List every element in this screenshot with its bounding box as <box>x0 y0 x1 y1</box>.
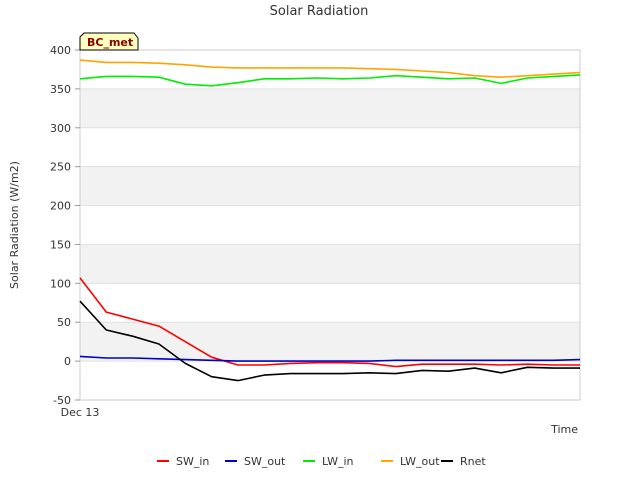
station-badge: BC_met <box>79 32 139 51</box>
series-lines <box>79 59 581 382</box>
y-tick-label: 0 <box>64 355 71 368</box>
series-line-lw-out <box>79 59 581 78</box>
y-tick-label: 200 <box>50 200 71 213</box>
series-line-rnet <box>79 300 580 382</box>
x-axis-label: Time <box>550 423 578 436</box>
series-line-sw-out <box>79 355 581 362</box>
y-axis-ticks: -50 0 50 100 150 200 250 300 350 400 <box>50 44 80 407</box>
y-tick-label: 300 <box>50 122 71 135</box>
y-tick-label: 400 <box>50 44 71 57</box>
legend-label: LW_in <box>322 455 354 468</box>
background-band <box>80 166 580 206</box>
y-tick-label: 250 <box>50 161 71 174</box>
legend-label: LW_out <box>400 455 440 468</box>
y-tick-label: 350 <box>50 83 71 96</box>
chart-title: Solar Radiation <box>270 4 369 19</box>
station-badge-text: BC_met <box>87 36 133 49</box>
station-badge-box <box>79 32 139 51</box>
y-tick-label: 50 <box>57 316 71 329</box>
y-tick-label: 150 <box>50 238 71 251</box>
legend: SW_in SW_out LW_in LW_out Rnet <box>157 455 486 468</box>
series-line-sw-in <box>79 277 580 368</box>
y-tick-label: -50 <box>53 394 71 407</box>
plot-area-frame <box>79 49 581 401</box>
legend-label: SW_in <box>176 455 209 468</box>
background-bands <box>80 88 580 362</box>
y-tick-label: 100 <box>50 277 71 290</box>
legend-label: SW_out <box>244 455 286 468</box>
series-line-lw-in <box>79 74 581 87</box>
y-axis-label: Solar Radiation (W/m2) <box>8 161 21 289</box>
background-band <box>80 244 580 284</box>
x-tick-label: Dec 13 <box>61 406 100 419</box>
legend-label: Rnet <box>460 455 486 468</box>
background-band <box>80 88 580 128</box>
background-band <box>80 322 580 362</box>
